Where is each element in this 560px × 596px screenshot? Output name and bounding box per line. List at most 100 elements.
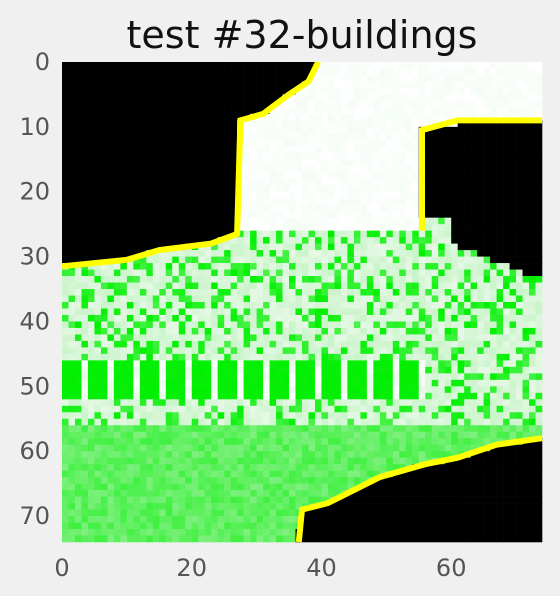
heatmap-cell	[62, 243, 69, 251]
heatmap-cell	[496, 185, 504, 193]
heatmap-cell	[529, 386, 536, 394]
heatmap-cell	[178, 366, 186, 374]
heatmap-cell	[470, 360, 478, 368]
heatmap-cell	[483, 107, 491, 115]
heatmap-cell	[120, 302, 128, 309]
heatmap-cell	[353, 386, 361, 394]
heatmap-cell	[94, 107, 102, 115]
heatmap-cell	[172, 438, 180, 446]
heatmap-cell	[444, 392, 452, 400]
heatmap-cell	[68, 334, 76, 342]
heatmap-cell	[81, 256, 89, 264]
heatmap-cell	[289, 107, 296, 115]
heatmap-cell	[282, 198, 290, 206]
heatmap-cell	[295, 327, 303, 335]
heatmap-cell	[172, 405, 180, 413]
heatmap-cell	[347, 353, 355, 361]
heatmap-cell	[250, 379, 257, 387]
heatmap-cell	[302, 327, 309, 335]
heatmap-cell	[431, 386, 439, 394]
heatmap-cell	[224, 438, 231, 446]
heatmap-cell	[217, 347, 225, 355]
heatmap-cell	[100, 425, 108, 433]
heatmap-cell	[464, 237, 471, 244]
heatmap-cell	[405, 211, 413, 218]
heatmap-cell	[269, 399, 277, 407]
heatmap-cell	[295, 269, 303, 277]
heatmap-cell	[334, 250, 342, 257]
heatmap-cell	[230, 243, 238, 251]
heatmap-cell	[250, 178, 257, 186]
heatmap-cell	[74, 146, 82, 154]
heatmap-cell	[425, 100, 433, 108]
heatmap-cell	[412, 334, 420, 342]
heatmap-cell	[178, 425, 186, 433]
heatmap-cell	[289, 94, 296, 102]
heatmap-cell	[198, 230, 206, 238]
heatmap-cell	[392, 204, 400, 212]
heatmap-cell	[451, 360, 458, 368]
heatmap-cell	[366, 289, 374, 296]
heatmap-cell	[490, 165, 497, 173]
heatmap-cell	[399, 146, 407, 154]
heatmap-cell	[457, 198, 465, 206]
heatmap-cell	[470, 276, 478, 283]
heatmap-cell	[100, 120, 108, 128]
heatmap-cell	[470, 256, 478, 264]
heatmap-cell	[418, 282, 426, 290]
heatmap-cell	[172, 327, 180, 335]
heatmap-cell	[230, 217, 238, 225]
heatmap-cell	[289, 217, 296, 225]
heatmap-cell	[217, 94, 225, 102]
heatmap-cell	[392, 302, 400, 309]
heatmap-cell	[276, 198, 283, 206]
heatmap-cell	[269, 327, 277, 335]
heatmap-cell	[496, 282, 504, 290]
heatmap-cell	[340, 217, 348, 225]
heatmap-cell	[100, 62, 108, 69]
heatmap-cell	[289, 126, 296, 134]
heatmap-cell	[100, 418, 108, 426]
heatmap-cell	[211, 68, 218, 76]
heatmap-cell	[74, 379, 82, 387]
heatmap-cell	[457, 263, 465, 270]
heatmap-cell	[425, 107, 433, 115]
heatmap-cell	[444, 256, 452, 264]
heatmap-cell	[165, 107, 173, 115]
heatmap-cell	[94, 431, 102, 439]
heatmap-cell	[405, 425, 413, 433]
heatmap-cell	[379, 379, 387, 387]
heatmap-cell	[152, 107, 160, 115]
heatmap-cell	[74, 457, 82, 465]
heatmap-cell	[263, 412, 270, 420]
heatmap-cell	[126, 451, 134, 458]
heatmap-cell	[62, 107, 69, 115]
heatmap-cell	[516, 198, 523, 206]
heatmap-cell	[405, 431, 413, 439]
heatmap-cell	[133, 269, 141, 277]
heatmap-cell	[334, 62, 342, 69]
heatmap-cell	[159, 139, 167, 147]
heatmap-cell	[509, 152, 517, 160]
heatmap-cell	[529, 412, 536, 420]
heatmap-cell	[204, 302, 212, 309]
heatmap-cell	[392, 347, 400, 355]
heatmap-cell	[191, 217, 199, 225]
heatmap-cell	[314, 107, 322, 115]
heatmap-cell	[412, 217, 420, 225]
heatmap-cell	[412, 146, 420, 154]
heatmap-cell	[120, 321, 128, 329]
heatmap-cell	[100, 340, 108, 348]
heatmap-cell	[334, 321, 342, 329]
heatmap-cell	[224, 464, 231, 471]
heatmap-cell	[172, 451, 180, 458]
heatmap-cell	[68, 386, 76, 394]
heatmap-cell	[451, 412, 458, 420]
heatmap-cell	[379, 334, 387, 342]
heatmap-cell	[522, 191, 530, 199]
heatmap-cell	[217, 74, 225, 82]
heatmap-cell	[340, 198, 348, 206]
heatmap-cell	[347, 295, 355, 303]
heatmap-cell	[516, 314, 523, 322]
heatmap-cell	[392, 366, 400, 374]
